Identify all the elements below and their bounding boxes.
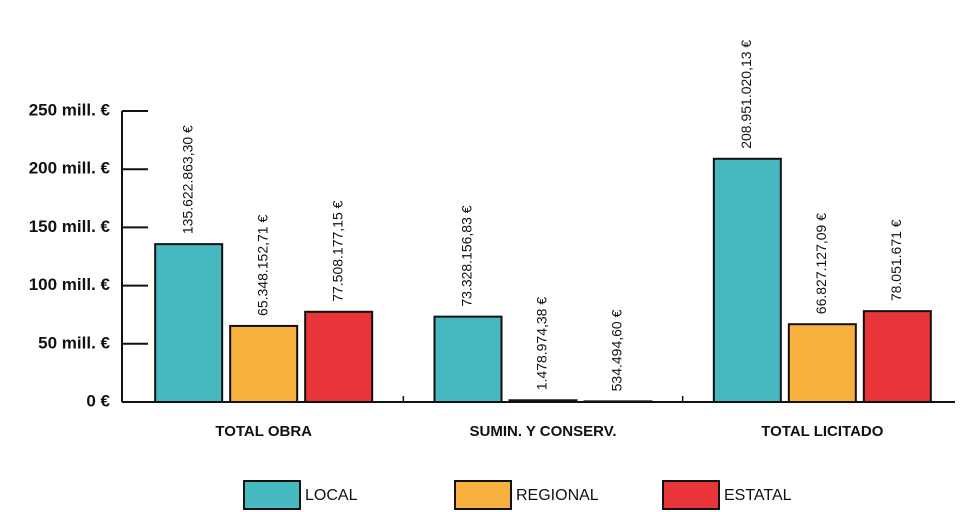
value-label: 1.478.974,38 € <box>534 297 550 391</box>
value-label: 66.827.127,09 € <box>813 213 829 314</box>
y-tick-label: 50 mill. € <box>38 333 110 352</box>
value-label: 65.348.152,71 € <box>254 215 270 316</box>
value-label: 73.328.156,83 € <box>459 205 475 306</box>
bar <box>229 324 299 403</box>
bar <box>154 243 224 403</box>
y-tick-label: 0 € <box>86 391 110 410</box>
legend-label: REGIONAL <box>516 487 599 504</box>
bar <box>787 323 857 403</box>
value-label: 208.951.020,13 € <box>738 40 754 149</box>
x-tick-label: SUMIN. Y CONSERV. <box>470 423 617 440</box>
y-tick-label: 250 mill. € <box>29 100 111 119</box>
y-tick-label: 200 mill. € <box>29 159 111 178</box>
legend-swatch <box>243 480 301 510</box>
x-tick-label: TOTAL LICITADO <box>761 423 884 440</box>
bar <box>508 399 578 403</box>
legend-swatch <box>454 480 512 510</box>
value-label: 78.051.671 € <box>888 219 904 301</box>
legend-swatch <box>662 480 720 510</box>
value-label: 534.494,60 € <box>609 309 625 391</box>
value-label: 77.508.177,15 € <box>329 200 345 301</box>
bar <box>862 310 932 403</box>
y-tick-label: 150 mill. € <box>29 217 111 236</box>
bar <box>304 310 374 404</box>
legend-label: LOCAL <box>305 487 358 504</box>
y-tick-label: 100 mill. € <box>29 275 111 294</box>
bar <box>583 400 653 403</box>
bar <box>433 315 503 403</box>
legend-label: ESTATAL <box>724 487 792 504</box>
bar <box>712 157 782 403</box>
value-label: 135.622.863,30 € <box>179 125 195 234</box>
x-tick-label: TOTAL OBRA <box>215 423 312 440</box>
